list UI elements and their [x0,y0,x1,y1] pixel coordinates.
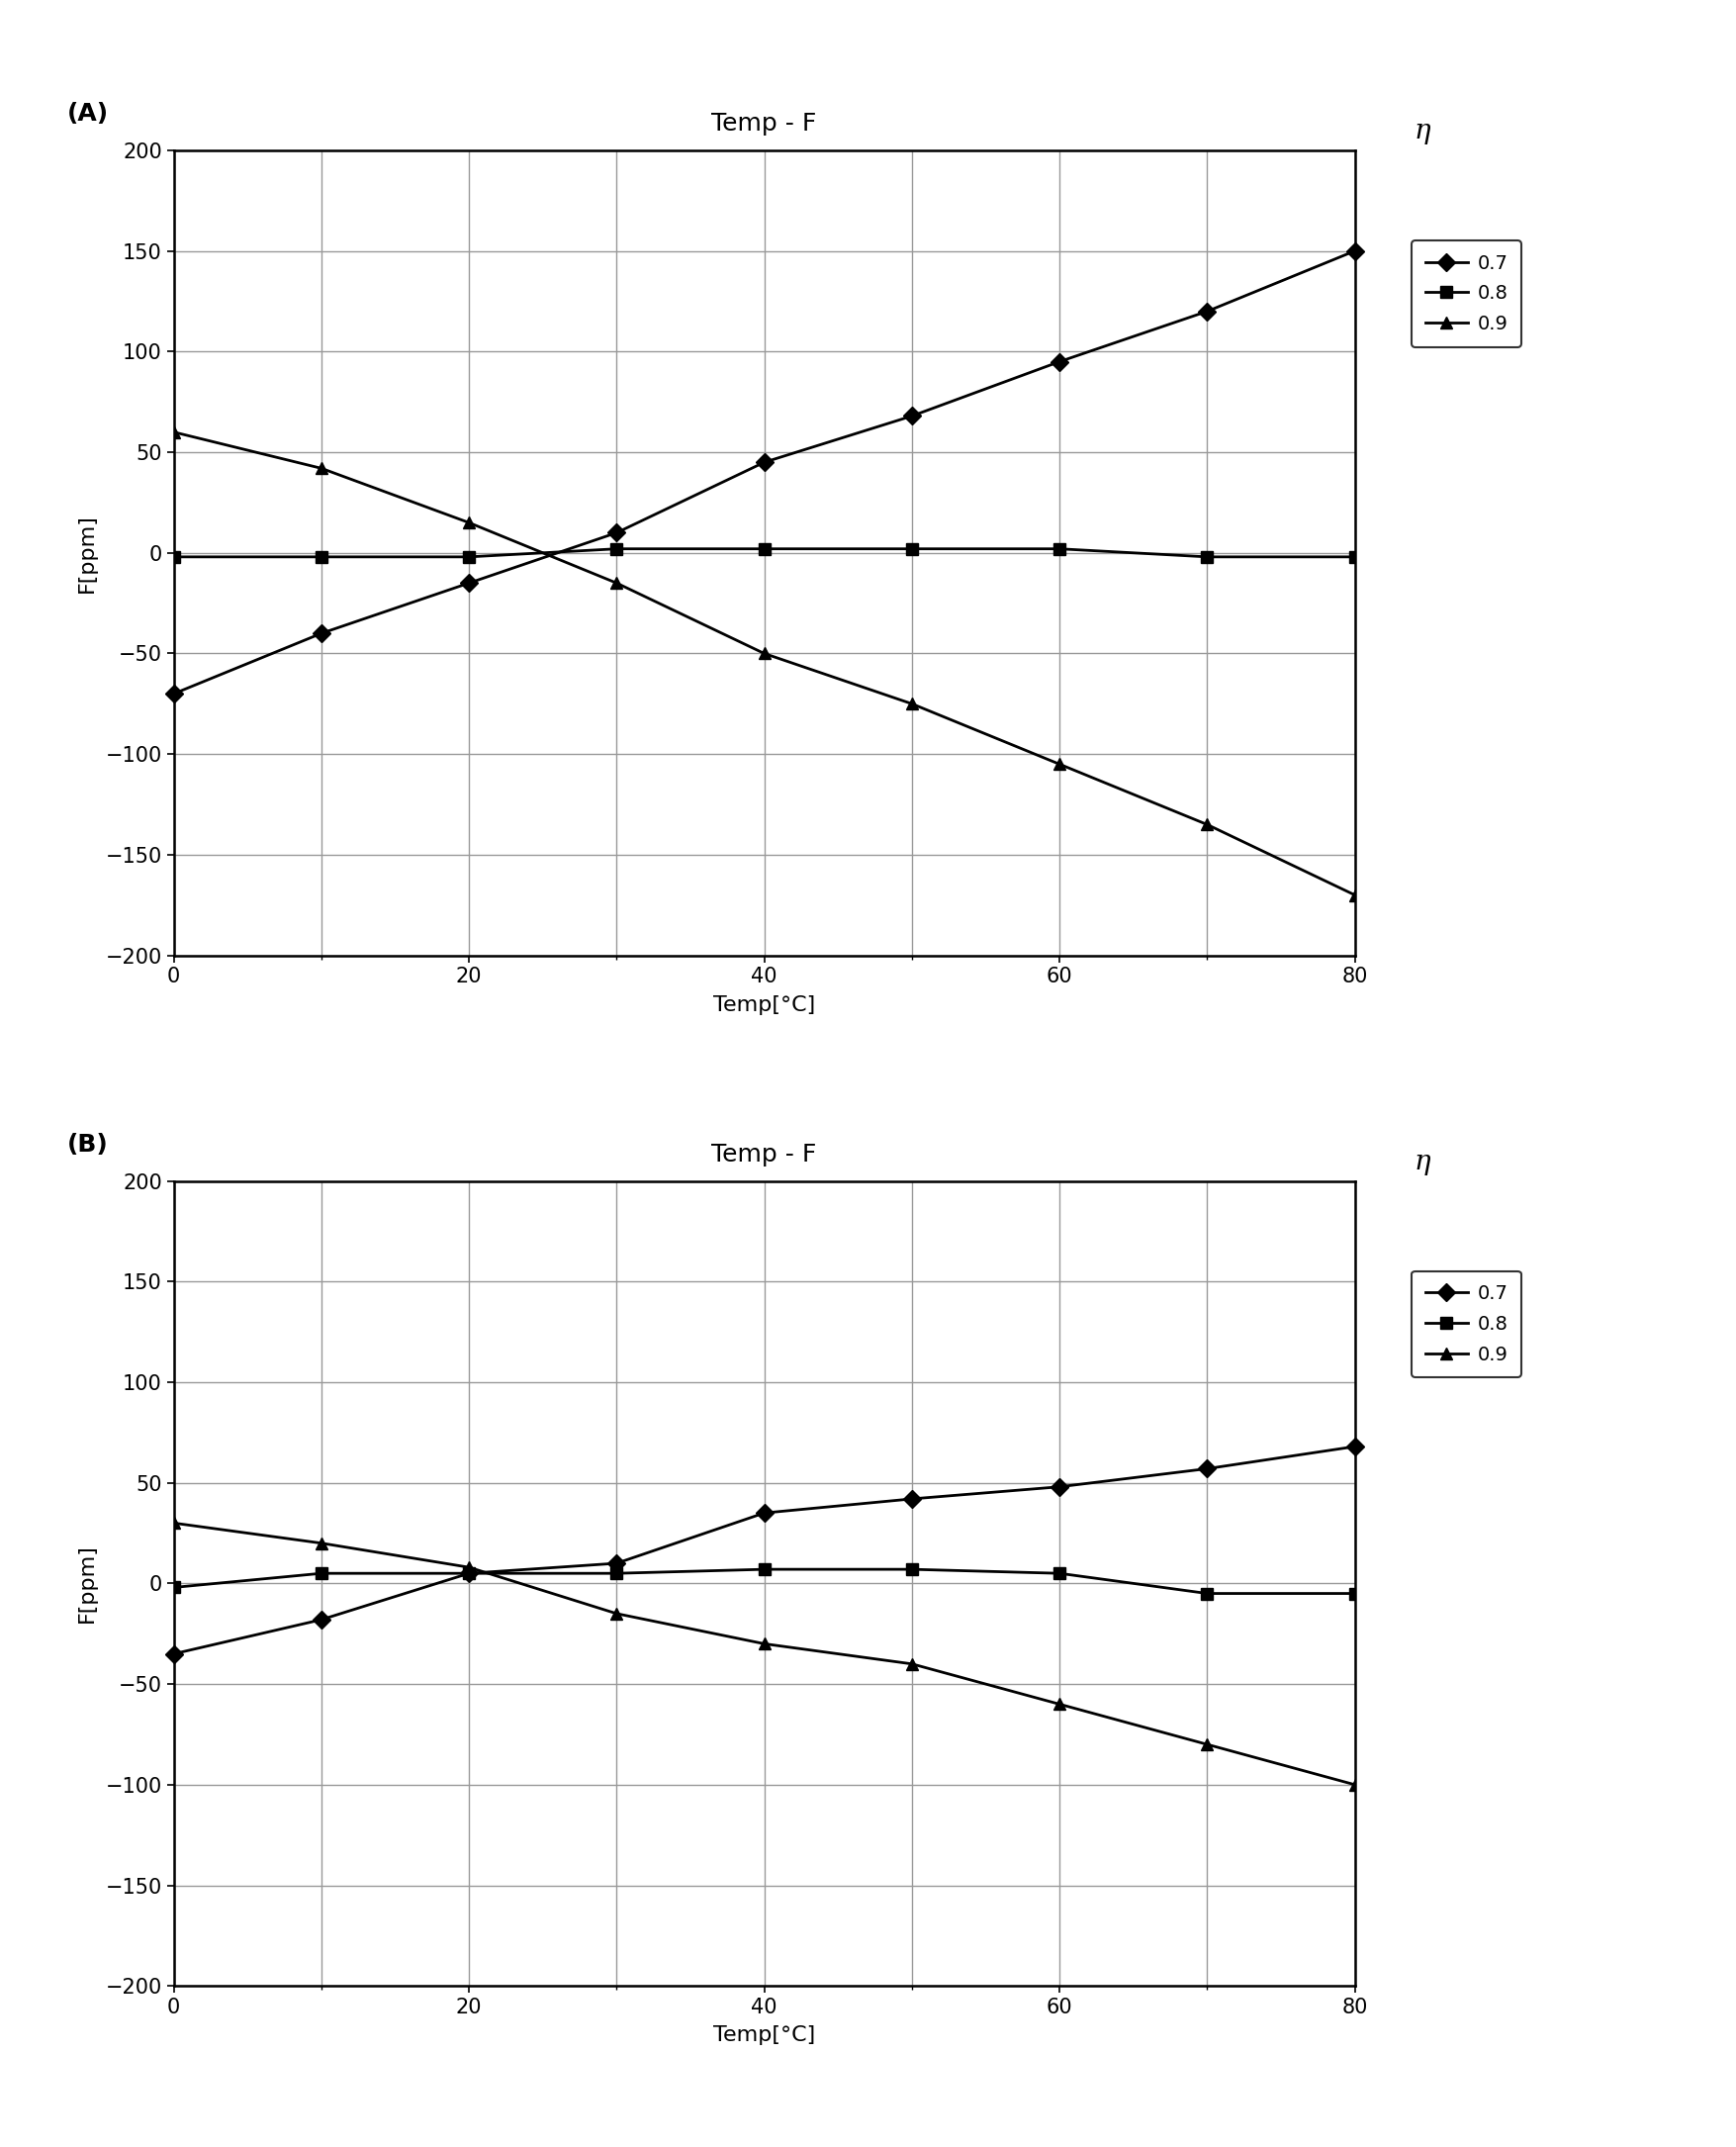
0.7 [1344,238,1364,264]
0.8 [901,537,922,563]
0.7 [458,1561,479,1587]
0.8 [1049,1561,1069,1587]
0.7 [311,1606,332,1632]
Text: (A): (A) [68,101,109,127]
0.7 [753,1501,774,1527]
0.7 [1049,348,1069,374]
Text: η: η [1413,118,1429,144]
0.7 [1049,1473,1069,1499]
0.7 [606,1550,627,1576]
0.9 [1344,882,1364,908]
X-axis label: Temp[°C]: Temp[°C] [713,994,814,1016]
0.9 [1049,751,1069,777]
0.7 [901,1486,922,1511]
0.9 [753,1632,774,1657]
0.8 [311,1561,332,1587]
Line: 0.7: 0.7 [167,245,1361,700]
0.9 [311,1531,332,1557]
Title: Temp - F: Temp - F [712,1142,816,1166]
0.7 [901,404,922,429]
0.9 [1049,1692,1069,1718]
Line: 0.8: 0.8 [167,1563,1361,1600]
0.9 [901,691,922,717]
Text: (B): (B) [68,1134,109,1157]
0.9 [311,455,332,481]
Line: 0.8: 0.8 [167,543,1361,563]
0.7 [458,571,479,597]
0.7 [311,620,332,646]
Line: 0.9: 0.9 [167,1516,1361,1791]
0.9 [1344,1771,1364,1797]
Text: η: η [1413,1149,1429,1174]
0.8 [606,537,627,563]
Line: 0.7: 0.7 [167,1441,1361,1660]
0.8 [163,1574,184,1600]
0.8 [753,537,774,563]
0.7 [1196,1456,1217,1481]
0.8 [163,543,184,569]
0.9 [1196,1730,1217,1756]
0.8 [1344,543,1364,569]
0.7 [1196,298,1217,324]
0.9 [1196,812,1217,837]
Legend: 0.7, 0.8, 0.9: 0.7, 0.8, 0.9 [1411,240,1521,348]
Y-axis label: F[ppm]: F[ppm] [78,1544,97,1623]
0.7 [1344,1434,1364,1460]
Legend: 0.7, 0.8, 0.9: 0.7, 0.8, 0.9 [1411,1271,1521,1378]
0.8 [1049,537,1069,563]
0.8 [606,1561,627,1587]
Line: 0.9: 0.9 [167,425,1361,902]
0.8 [753,1557,774,1582]
0.9 [163,419,184,444]
0.8 [1196,543,1217,569]
0.7 [753,449,774,474]
Title: Temp - F: Temp - F [712,112,816,135]
0.7 [606,520,627,545]
0.7 [163,681,184,706]
0.8 [1196,1580,1217,1606]
0.8 [458,1561,479,1587]
0.8 [311,543,332,569]
0.7 [163,1640,184,1666]
0.9 [458,509,479,535]
0.8 [458,543,479,569]
0.9 [606,571,627,597]
0.8 [901,1557,922,1582]
0.8 [1344,1580,1364,1606]
0.9 [163,1509,184,1535]
0.9 [458,1554,479,1580]
X-axis label: Temp[°C]: Temp[°C] [713,2025,814,2046]
0.9 [901,1651,922,1677]
0.9 [753,640,774,666]
Y-axis label: F[ppm]: F[ppm] [78,513,97,593]
0.9 [606,1602,627,1627]
